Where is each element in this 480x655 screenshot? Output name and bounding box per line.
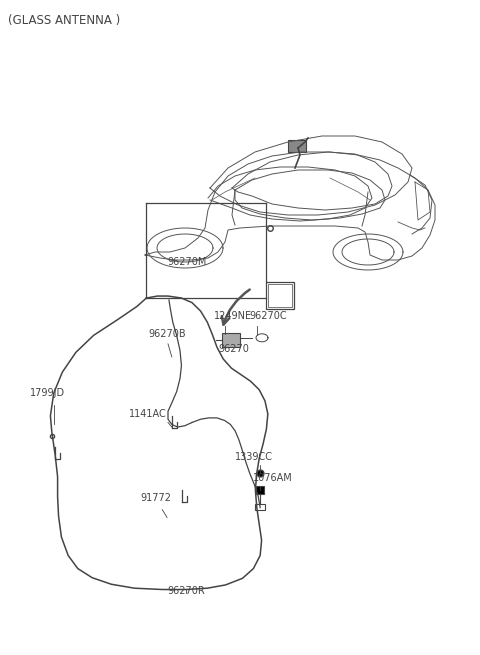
Bar <box>222 333 240 347</box>
Text: 96270M: 96270M <box>167 257 206 267</box>
Text: 1339CC: 1339CC <box>235 452 273 462</box>
Text: 1141AC: 1141AC <box>129 409 167 419</box>
Text: 96270B: 96270B <box>149 329 186 339</box>
Text: 1799JD: 1799JD <box>30 388 65 398</box>
Bar <box>268 284 292 307</box>
Text: 91772: 91772 <box>140 493 171 503</box>
Text: 96270R: 96270R <box>167 586 205 596</box>
Bar <box>256 486 264 494</box>
Text: 96270C: 96270C <box>250 311 287 321</box>
Text: (GLASS ANTENNA ): (GLASS ANTENNA ) <box>8 14 120 27</box>
Bar <box>266 282 294 309</box>
Text: 1249NE: 1249NE <box>214 311 252 321</box>
Bar <box>255 504 265 510</box>
Text: 96270: 96270 <box>218 344 249 354</box>
Text: 1076AM: 1076AM <box>253 474 293 483</box>
Bar <box>288 140 306 152</box>
